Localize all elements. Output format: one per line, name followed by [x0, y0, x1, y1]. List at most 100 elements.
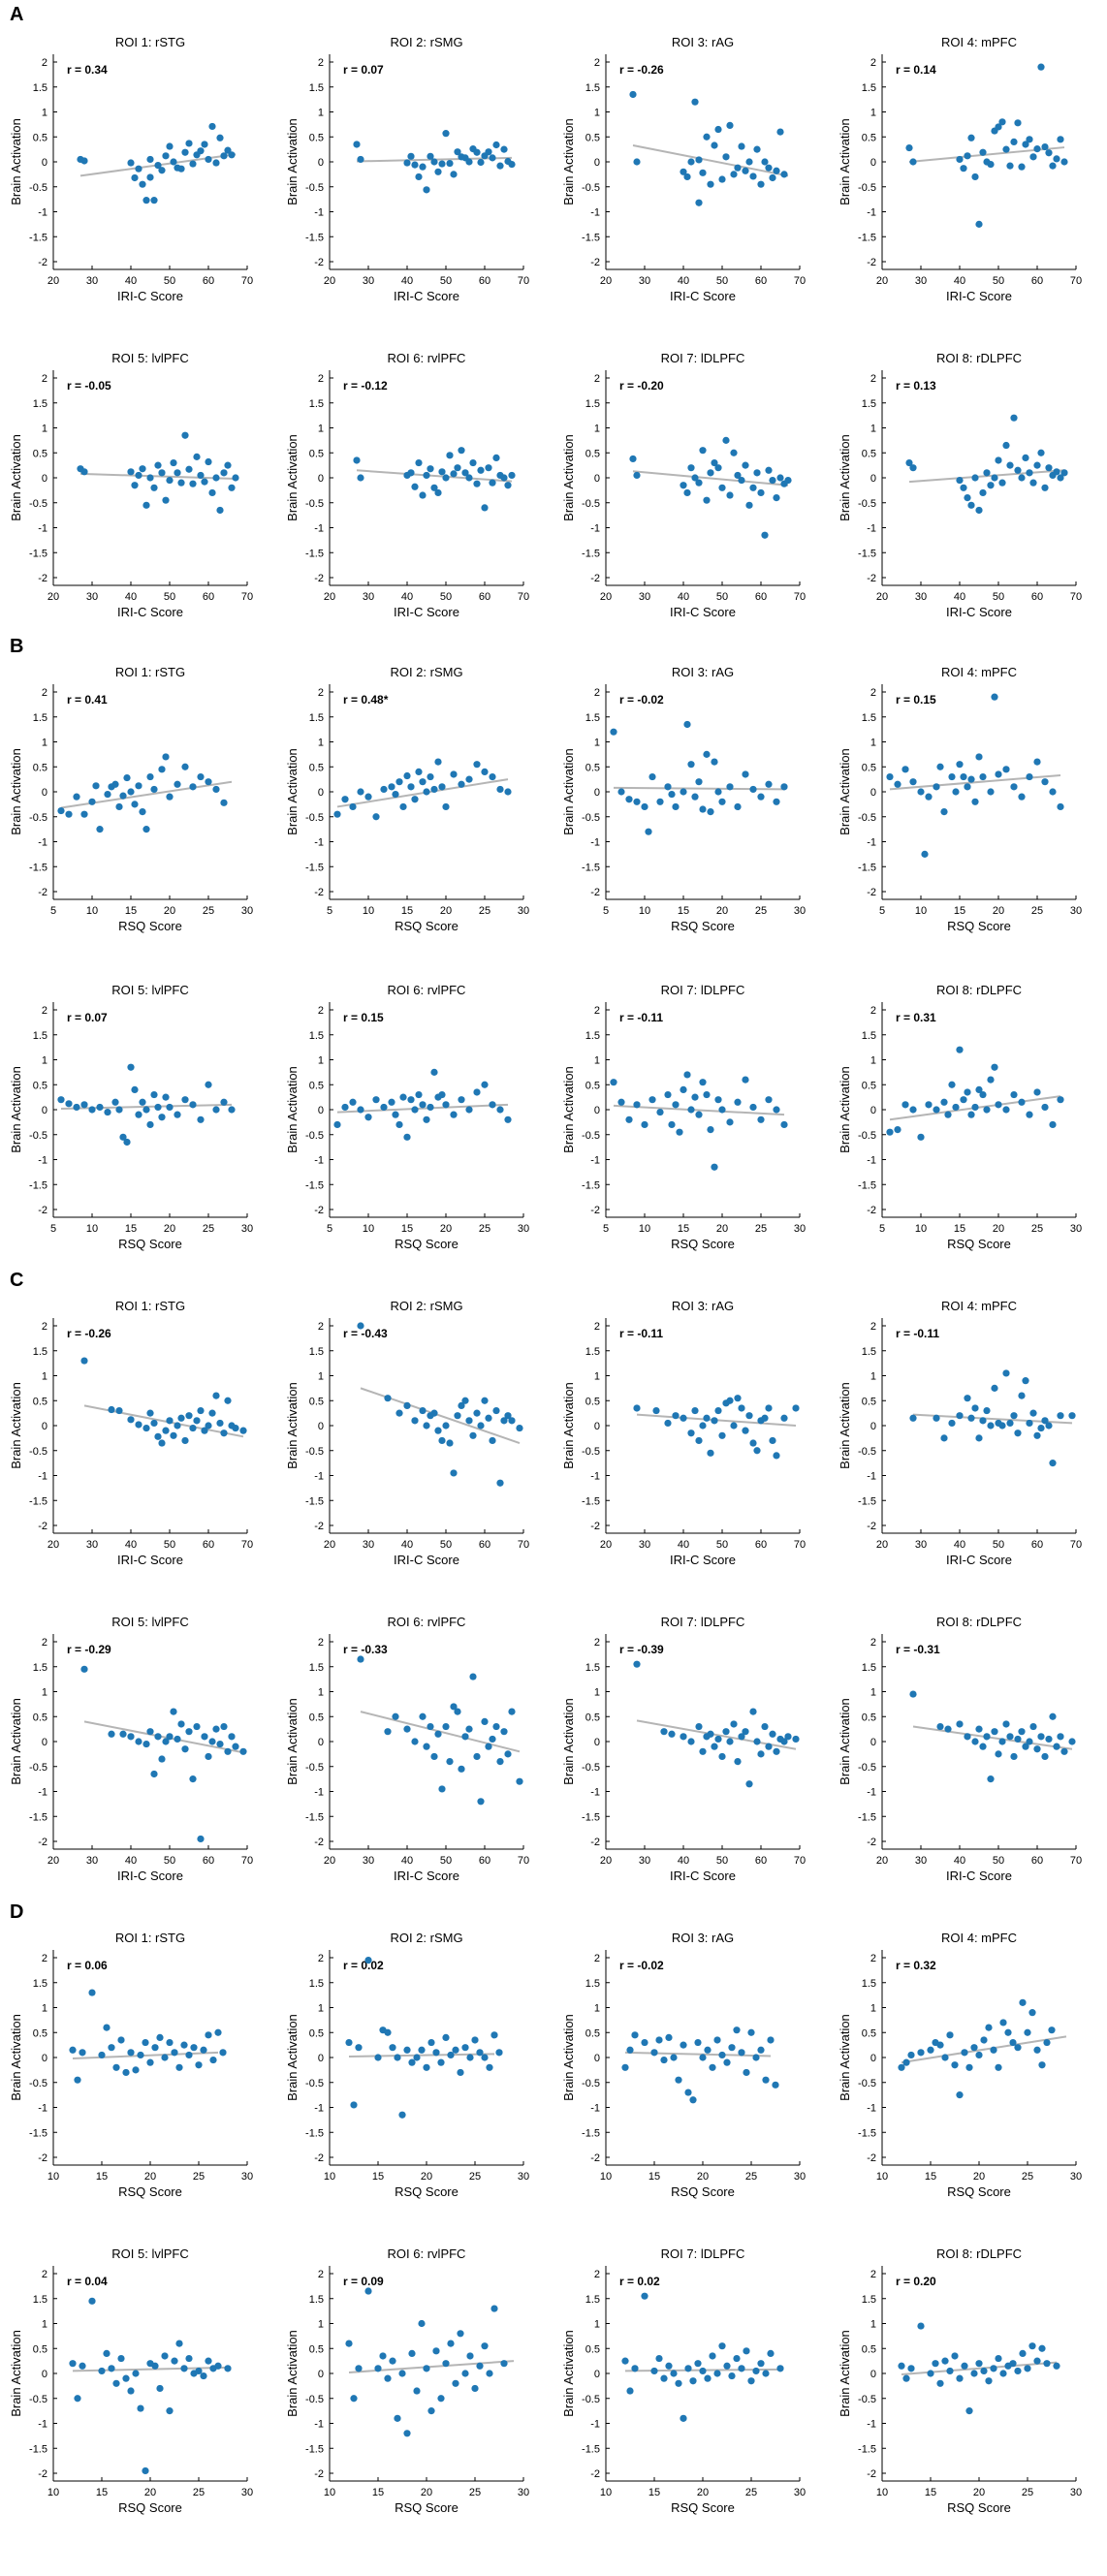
- plot-title: ROI 7: lDLPFC: [661, 1615, 745, 1629]
- data-point: [181, 148, 189, 156]
- data-point: [975, 220, 983, 228]
- data-point: [680, 1085, 687, 1093]
- y-tick-label: 0: [42, 157, 47, 169]
- y-tick-label: 2: [318, 373, 324, 385]
- x-tick-label: 30: [1070, 2171, 1082, 2183]
- data-point: [490, 2031, 498, 2039]
- y-tick-label: 2: [870, 1953, 876, 1964]
- y-axis-label: Brain Activation: [9, 1066, 23, 1153]
- data-point: [224, 461, 232, 469]
- data-point: [438, 1090, 446, 1099]
- x-tick-label: 30: [794, 2487, 806, 2498]
- data-point: [423, 1422, 430, 1429]
- y-tick-label: 1.5: [585, 82, 600, 94]
- data-point: [753, 469, 761, 477]
- data-point: [239, 1747, 247, 1755]
- y-axis-label: Brain Activation: [838, 2330, 852, 2417]
- x-tick-label: 40: [678, 1855, 689, 1867]
- data-point: [757, 488, 765, 497]
- data-point: [971, 1404, 979, 1412]
- data-point: [932, 2360, 939, 2368]
- data-point: [504, 482, 512, 489]
- x-tick-label: 20: [600, 1539, 612, 1551]
- correlation-label: r = -0.11: [619, 1327, 663, 1340]
- data-point: [718, 484, 726, 491]
- data-point: [1028, 2009, 1036, 2017]
- plot-title: ROI 3: rAG: [672, 665, 734, 679]
- data-point: [457, 2330, 464, 2338]
- data-point: [127, 1733, 135, 1741]
- data-point: [174, 1111, 181, 1118]
- data-point: [357, 155, 364, 164]
- data-point: [1033, 461, 1041, 469]
- y-tick-label: -1.5: [582, 2443, 600, 2455]
- data-point: [951, 2061, 959, 2069]
- data-point: [384, 2374, 392, 2382]
- data-point: [1049, 1120, 1057, 1129]
- data-point: [886, 772, 894, 781]
- x-tick-label: 25: [755, 1223, 767, 1235]
- y-tick-label: -1: [314, 2103, 324, 2115]
- data-point: [415, 458, 423, 467]
- data-point: [738, 476, 745, 485]
- y-tick-label: 0.5: [33, 448, 47, 459]
- data-point: [1014, 119, 1022, 127]
- x-tick-label: 60: [1031, 275, 1043, 287]
- x-tick-label: 60: [755, 1855, 767, 1867]
- data-point: [753, 1447, 761, 1455]
- data-point: [991, 1384, 998, 1392]
- data-point: [411, 161, 419, 169]
- x-tick-label: 15: [925, 2487, 936, 2498]
- x-tick-label: 40: [954, 1855, 965, 1867]
- data-point: [1018, 1728, 1026, 1736]
- y-tick-label: -1.5: [858, 2127, 876, 2139]
- data-point: [730, 449, 738, 456]
- data-point: [738, 1404, 745, 1412]
- data-point: [761, 1722, 769, 1731]
- x-axis-label: IRI-C Score: [394, 289, 459, 303]
- data-point: [742, 461, 749, 469]
- x-tick-label: 10: [639, 905, 650, 917]
- data-point: [496, 1479, 504, 1487]
- data-point: [122, 2374, 130, 2382]
- correlation-label: r = 0.34: [67, 63, 108, 77]
- data-point: [684, 2089, 692, 2096]
- regression-line: [336, 1103, 509, 1114]
- data-point: [197, 1835, 205, 1843]
- y-tick-label: -0.5: [858, 498, 876, 510]
- data-point: [415, 768, 423, 776]
- data-point: [496, 162, 504, 170]
- data-point: [772, 2081, 779, 2089]
- x-tick-label: 50: [993, 275, 1004, 287]
- data-point: [492, 1406, 500, 1415]
- y-tick-label: 1.5: [862, 1346, 876, 1358]
- y-tick-label: 1: [42, 1687, 47, 1699]
- data-point: [146, 2058, 154, 2066]
- x-tick-label: 5: [50, 1223, 56, 1235]
- y-tick-label: -0.5: [858, 812, 876, 824]
- data-point: [699, 1422, 707, 1429]
- data-point: [631, 2031, 639, 2039]
- data-point: [220, 1098, 228, 1106]
- data-point: [762, 2370, 770, 2377]
- y-tick-label: 1: [594, 2319, 600, 2331]
- data-point: [695, 1111, 703, 1118]
- data-point: [189, 1424, 197, 1432]
- data-point: [964, 783, 971, 791]
- y-tick-label: 2: [870, 1637, 876, 1649]
- data-point: [998, 118, 1006, 126]
- x-tick-label: 60: [203, 275, 214, 287]
- data-point: [703, 133, 711, 141]
- y-tick-label: -2: [590, 1205, 600, 1216]
- data-point: [200, 2372, 207, 2380]
- data-point: [617, 788, 625, 796]
- data-point: [458, 780, 465, 788]
- y-tick-label: 1.5: [33, 712, 47, 724]
- data-point: [960, 484, 967, 491]
- data-point: [956, 2091, 964, 2099]
- data-point: [489, 1101, 496, 1109]
- plot-title: ROI 4: mPFC: [941, 665, 1017, 679]
- data-point: [733, 2026, 741, 2034]
- data-point: [139, 180, 146, 188]
